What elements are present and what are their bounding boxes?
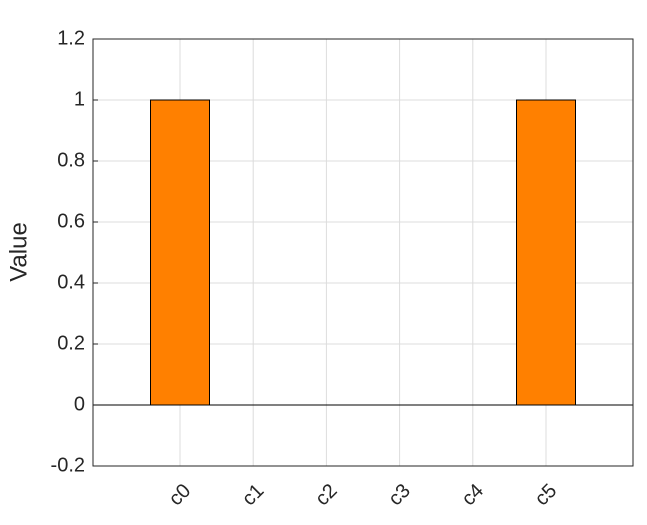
x-tick-label: c2 bbox=[311, 480, 341, 510]
y-tick-label: 1 bbox=[74, 88, 85, 110]
axes-box bbox=[92, 38, 634, 467]
y-tick-label: 0 bbox=[74, 393, 85, 415]
x-tick-label: c4 bbox=[458, 480, 488, 510]
y-tick-label: 0.6 bbox=[57, 210, 85, 232]
bar bbox=[150, 99, 210, 406]
y-tick-label: 0.2 bbox=[57, 332, 85, 354]
y-tick-label: -0.2 bbox=[51, 454, 85, 476]
y-axis-label: Value bbox=[5, 222, 32, 282]
x-tick-label: c1 bbox=[238, 480, 268, 510]
x-tick-label: c3 bbox=[384, 480, 414, 510]
y-tick-label: 0.8 bbox=[57, 149, 85, 171]
y-tick-label: 1.2 bbox=[57, 27, 85, 49]
bar bbox=[516, 99, 576, 406]
y-tick-label: 0.4 bbox=[57, 271, 85, 293]
x-tick-label: c0 bbox=[165, 480, 195, 510]
x-tick-label: c5 bbox=[531, 480, 561, 510]
